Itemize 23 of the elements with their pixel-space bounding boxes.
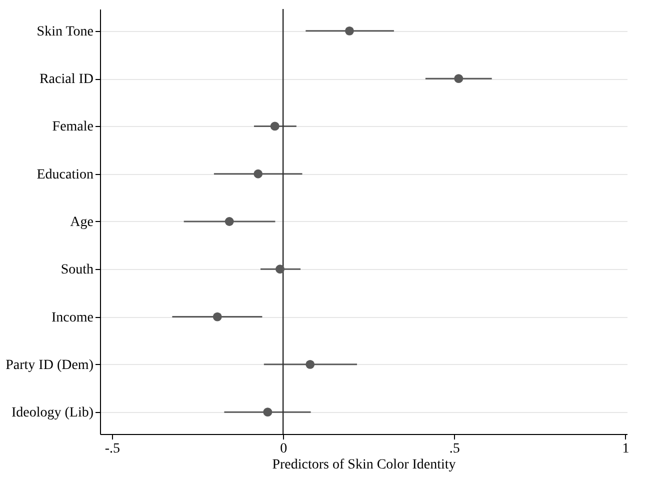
- y-tick-label: Female: [52, 120, 94, 135]
- x-axis-title: Predictors of Skin Color Identity: [272, 458, 456, 472]
- point: [306, 360, 315, 369]
- y-tick-label: Racial ID: [39, 72, 94, 88]
- point: [344, 26, 354, 36]
- y-tick-label: Skin Tone: [36, 24, 94, 40]
- point: [224, 217, 234, 226]
- y-tick-label: Party ID (Dem): [6, 358, 94, 373]
- point: [263, 408, 272, 417]
- y-tick-label: Income: [52, 310, 94, 326]
- y-tick-label: South: [60, 262, 94, 278]
- y-tick-label: Education: [36, 167, 94, 182]
- point: [276, 264, 284, 274]
- point: [454, 74, 464, 84]
- point: [270, 122, 280, 131]
- x-tick-label: 0: [280, 442, 288, 456]
- x-tick-label: 1: [622, 442, 630, 456]
- y-tick-label: Age: [70, 215, 94, 230]
- y-tick-label: Ideology (Lib): [11, 406, 94, 421]
- point: [212, 312, 222, 322]
- x-tick-label: -.5: [104, 442, 120, 456]
- x-tick-label: .5: [449, 442, 460, 456]
- point: [254, 169, 263, 178]
